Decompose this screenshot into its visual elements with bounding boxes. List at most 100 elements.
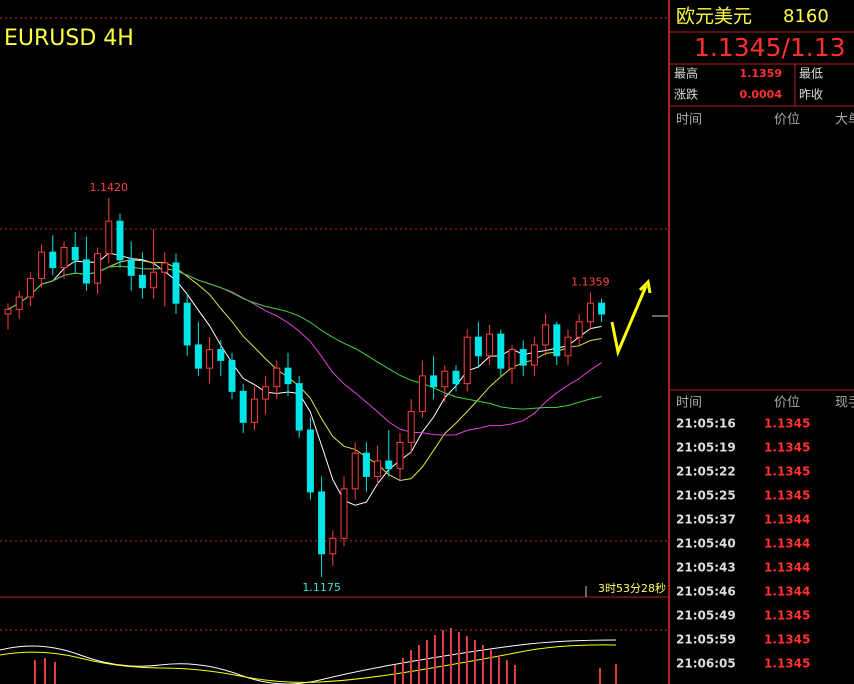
candle-body bbox=[94, 253, 102, 284]
tick-time: 21:05:46 bbox=[676, 585, 736, 599]
candle-body bbox=[598, 302, 606, 315]
tick-price: 1.1344 bbox=[764, 561, 810, 575]
candle-body bbox=[441, 370, 449, 388]
tick-time: 21:05:40 bbox=[676, 537, 736, 551]
tick-time: 21:05:43 bbox=[676, 561, 736, 575]
tick-time: 21:06:05 bbox=[676, 657, 736, 671]
tick-price: 1.1344 bbox=[764, 585, 810, 599]
candle-body bbox=[430, 375, 438, 388]
tick-time: 21:05:59 bbox=[676, 633, 736, 647]
tick-price: 1.1344 bbox=[764, 513, 810, 527]
candle-body bbox=[385, 460, 393, 470]
stat-label: 涨跌 bbox=[674, 87, 698, 102]
column-header: 价位 bbox=[774, 113, 800, 128]
candle-body bbox=[127, 259, 135, 276]
tick-price: 1.1345 bbox=[764, 609, 810, 623]
candle-body bbox=[273, 367, 281, 388]
candle-body bbox=[407, 410, 415, 443]
candle-body bbox=[38, 251, 46, 279]
candle-body bbox=[183, 302, 191, 346]
candle-body bbox=[116, 220, 124, 261]
candle-body bbox=[486, 333, 494, 357]
candle-body bbox=[172, 262, 180, 304]
candle-body bbox=[4, 308, 12, 315]
macd-panel bbox=[0, 628, 617, 684]
tick-price: 1.1345 bbox=[764, 633, 810, 647]
stat-value: 0.0004 bbox=[740, 88, 783, 101]
tick-price: 1.1344 bbox=[764, 537, 810, 551]
candle-body bbox=[564, 336, 572, 357]
candle-body bbox=[362, 452, 370, 477]
tick-price: 1.1345 bbox=[764, 489, 810, 503]
instrument-code: 8160 bbox=[783, 6, 829, 27]
candle-body bbox=[295, 383, 303, 431]
tick-time: 21:05:16 bbox=[676, 417, 736, 431]
moving-average bbox=[7, 252, 602, 506]
column-header: 时间 bbox=[676, 113, 702, 128]
candle-body bbox=[161, 262, 169, 273]
signal-line bbox=[0, 644, 617, 683]
candle-body bbox=[138, 274, 146, 289]
column-header: 大单 bbox=[835, 113, 854, 128]
candle-body bbox=[497, 333, 505, 369]
candle-body bbox=[239, 390, 247, 423]
candle-body bbox=[206, 349, 214, 369]
countdown: 3时53分28秒 bbox=[598, 581, 666, 595]
candle-body bbox=[306, 429, 314, 493]
candle-body bbox=[26, 277, 34, 298]
candle-body bbox=[49, 251, 57, 269]
stat-label: 最高 bbox=[674, 66, 698, 81]
moving-average bbox=[7, 259, 602, 482]
candle-body bbox=[228, 359, 236, 392]
stat-label: 昨收 bbox=[799, 88, 823, 102]
tick-price: 1.1345 bbox=[764, 657, 810, 671]
candle-body bbox=[418, 375, 426, 412]
column-header: 价位 bbox=[774, 396, 800, 411]
candle-body bbox=[262, 386, 270, 400]
candle-body bbox=[71, 247, 79, 261]
moving-average bbox=[7, 265, 602, 410]
candle-body bbox=[82, 259, 90, 284]
candle-body bbox=[463, 336, 471, 385]
candle-body bbox=[586, 302, 594, 323]
candle-body bbox=[374, 460, 382, 477]
candle-body bbox=[474, 336, 482, 357]
instrument-name: 欧元美元 bbox=[676, 6, 752, 28]
candle-body bbox=[519, 349, 527, 366]
stat-value: 1.1359 bbox=[740, 67, 782, 80]
candle-body bbox=[452, 370, 460, 385]
candle-body bbox=[575, 321, 583, 338]
candle-body bbox=[60, 247, 68, 269]
tick-price: 1.1345 bbox=[764, 441, 810, 455]
candle-body bbox=[217, 349, 225, 361]
recent-high-label: 1.1359 bbox=[571, 275, 610, 288]
candle-body bbox=[351, 452, 359, 490]
arrow bbox=[610, 278, 652, 358]
candle-body bbox=[340, 488, 348, 539]
tick-time: 21:05:25 bbox=[676, 489, 736, 503]
column-header: 现手 bbox=[835, 396, 854, 411]
tick-time: 21:05:19 bbox=[676, 441, 736, 455]
candle-body bbox=[250, 398, 258, 423]
candle-body bbox=[553, 324, 561, 357]
stat-label: 最低 bbox=[799, 67, 823, 81]
chart-title: EURUSD 4H bbox=[4, 26, 134, 51]
tick-time: 21:05:49 bbox=[676, 609, 736, 623]
tick-price: 1.1345 bbox=[764, 465, 810, 479]
tick-time: 21:05:22 bbox=[676, 465, 736, 479]
candle-body bbox=[194, 344, 202, 369]
candle-body bbox=[530, 344, 538, 366]
candle-body bbox=[329, 537, 337, 555]
last-price: 1.1345/1.13 bbox=[694, 33, 846, 62]
tick-time: 21:05:37 bbox=[676, 513, 736, 527]
high-label: 1.1420 bbox=[90, 181, 129, 194]
tick-price: 1.1345 bbox=[764, 417, 810, 431]
macd-line bbox=[0, 639, 617, 684]
candle-body bbox=[105, 220, 113, 255]
candle-body bbox=[318, 491, 326, 555]
candle-body bbox=[15, 296, 23, 310]
macd-histogram bbox=[34, 628, 617, 684]
candle-body bbox=[542, 324, 550, 346]
